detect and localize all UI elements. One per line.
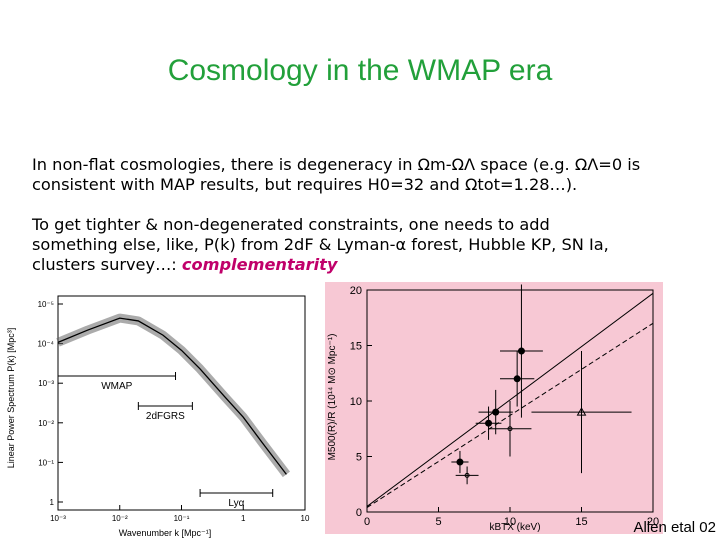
paragraph-degeneracy: In non-flat cosmologies, there is degene…	[32, 155, 641, 194]
x-tick-label: 0	[364, 516, 370, 528]
mass-temperature-ylabel: M500(R)/R (10¹⁴ M⊙ Mpc⁻¹)	[327, 334, 338, 461]
data-point-cross	[464, 472, 470, 478]
power-spectrum-axes: 10⁻³ 10⁻² 10⁻¹ 1 10 10⁻⁵ 10⁻⁴ 10⁻³ 10⁻² 10⁻¹ 1	[37, 295, 310, 523]
slide-title: Cosmology in the WMAP era	[167, 54, 553, 87]
mass-temperature-chart: 0 5 10 15 20 0 5 10 15 20 kBTX (keV) M500(R)/R (1…	[325, 282, 663, 534]
range-label: 2dFGRS	[146, 411, 185, 422]
data-point	[517, 347, 525, 355]
data-point	[456, 458, 464, 466]
x-tick-label: 20	[647, 516, 659, 528]
fit-line	[366, 292, 654, 507]
x-tick-label: 10⁻¹	[174, 514, 190, 523]
data-point	[485, 419, 493, 427]
y-tick-label: 0	[356, 507, 362, 519]
y-tick-label: 10⁻²	[38, 419, 54, 428]
y-tick-label: 10⁻¹	[38, 458, 54, 467]
x-tick-label: 15	[575, 516, 587, 528]
paragraph-complementarity: To get tighter & non-degenerated constra…	[32, 215, 712, 275]
y-tick-label: 20	[350, 285, 362, 297]
power-spectrum-chart: 10⁻³ 10⁻² 10⁻¹ 1 10 10⁻⁵ 10⁻⁴ 10⁻³ 10⁻² 10⁻¹ 1 WMA…	[6, 295, 310, 538]
y-tick-label: 1	[50, 498, 55, 507]
range-label: WMAP	[101, 381, 132, 392]
paragraph-complementarity-text: To get tighter & non-degenerated constra…	[32, 215, 609, 274]
x-tick-label: 10	[504, 516, 516, 528]
y-tick-label: 10	[350, 396, 362, 408]
power-spectrum-xlabel: Wavenumber k [Mpc⁻¹]	[119, 528, 211, 538]
power-spectrum-ylabel: Linear Power Spectrum P(k) [Mpc³]	[6, 328, 16, 469]
range-label: Lyα	[228, 498, 244, 509]
power-spectrum-marks: WMAP 2dFGRS Lyα	[56, 313, 290, 509]
mass-temperature-background	[325, 282, 663, 534]
y-tick-label: 5	[356, 452, 362, 464]
mass-temperature-marks	[366, 284, 654, 508]
data-point-triangle	[576, 407, 587, 416]
x-tick-label: 5	[435, 516, 441, 528]
data-point	[513, 375, 521, 383]
y-tick-label: 15	[350, 341, 362, 353]
data-point-cross	[507, 426, 513, 432]
x-tick-label: 10⁻³	[50, 514, 66, 523]
mass-temperature-axes: 0 5 10 15 20 0 5 10 15 20	[350, 285, 659, 528]
x-tick-label: 10⁻²	[112, 514, 128, 523]
x-tick-label: 10	[301, 514, 310, 523]
y-tick-label: 10⁻³	[38, 379, 54, 388]
complementarity-highlight: complementarity	[181, 255, 338, 274]
y-tick-label: 10⁻⁵	[38, 300, 54, 309]
x-tick-label: 1	[241, 514, 246, 523]
mass-temperature-xlabel: kBTX (keV)	[489, 522, 540, 533]
data-point	[492, 408, 500, 416]
figure-credit: Allen etal 02	[633, 519, 716, 536]
power-spectrum-curve	[57, 317, 287, 475]
y-tick-label: 10⁻⁴	[37, 340, 54, 349]
power-spectrum-band	[56, 313, 290, 478]
